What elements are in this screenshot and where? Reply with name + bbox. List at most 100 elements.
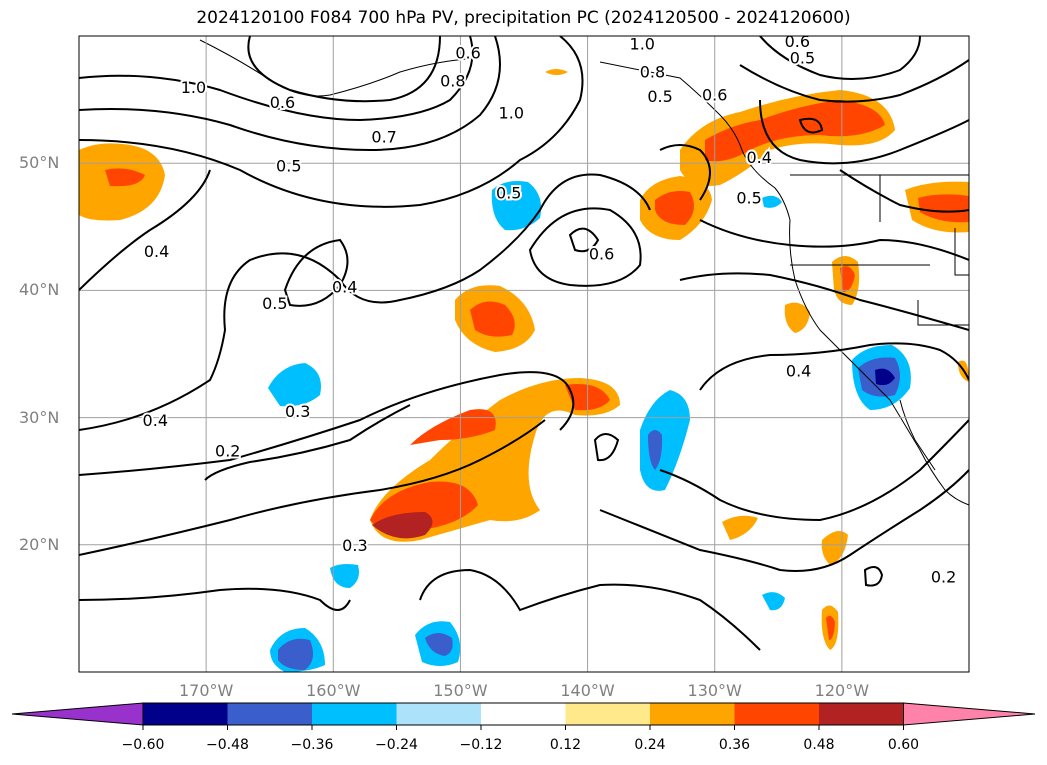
- contour-label: 0.8: [440, 72, 465, 91]
- contour-label: 1.0: [499, 103, 524, 122]
- contour-label: 0.6: [270, 93, 295, 112]
- lat-tick-label: 40°N: [19, 280, 60, 300]
- precip-shading: [79, 69, 969, 672]
- colorbar-tick-label: 0.36: [718, 737, 751, 753]
- precip-positive-area: [784, 302, 810, 333]
- precip-negative-area: [640, 390, 690, 491]
- colorbar-segment: [481, 703, 566, 725]
- contour-label: 0.5: [262, 294, 287, 313]
- colorbar-segment: [227, 703, 312, 725]
- contour-labels: 1.0 0.81.00.60.70.50.50.40.40.50.60.40.30…: [141, 32, 959, 589]
- pv-contour: [568, 227, 600, 253]
- pv-contour: [739, 59, 969, 103]
- pv-contour: [79, 371, 575, 476]
- pv-contour: [528, 207, 642, 287]
- colorbar-tick-label: 0.24: [634, 737, 666, 753]
- precip-negative-area: [648, 430, 663, 470]
- precip-positive-area: [655, 191, 694, 225]
- contour-label: 1.0: [181, 78, 206, 97]
- lon-tick-label: 170°W: [178, 681, 234, 700]
- lon-tick-label: 120°W: [814, 681, 870, 700]
- contour-label: 0.4: [786, 362, 811, 381]
- precip-negative-area: [268, 363, 321, 407]
- pv-contour: [659, 419, 969, 522]
- precip-negative-area: [330, 564, 359, 588]
- colorbar-segment: [143, 703, 228, 725]
- precip-positive-area: [918, 194, 969, 223]
- lon-tick-label: 150°W: [433, 681, 488, 700]
- pv-contour: [759, 36, 921, 80]
- colorbar-tick-label: 0.60: [887, 737, 920, 753]
- precip-positive-core: [105, 168, 145, 187]
- lon-tick-label: 130°W: [687, 681, 742, 700]
- pv-contour: [659, 144, 711, 201]
- contour-label: 0.5: [647, 87, 672, 106]
- pv-contour: [79, 36, 474, 122]
- precip-positive-area: [545, 69, 568, 75]
- colorbar-tick-label: −0.60: [121, 737, 165, 753]
- pv-contour: [283, 238, 349, 307]
- contour-label: 0.5: [276, 157, 301, 176]
- coastline-alaska: [199, 39, 481, 97]
- precip-negative-area: [762, 592, 785, 611]
- pv-contour: [79, 36, 584, 208]
- pv-contour: [699, 342, 969, 391]
- pv-contour: [863, 565, 884, 587]
- colorbar-segment: [312, 703, 397, 725]
- precip-negative-area: [278, 638, 314, 670]
- contour-label: 0.2: [931, 568, 956, 587]
- pv-contour: [599, 469, 969, 572]
- contour-label: 0.6: [455, 44, 480, 63]
- colorbar: [11, 702, 1036, 730]
- pv-contour: [759, 99, 969, 165]
- precip-negative-area: [762, 195, 782, 208]
- graticule: [79, 36, 969, 672]
- pv-contour: [247, 36, 441, 103]
- plot-frame: [78, 35, 970, 673]
- pv-contour: [679, 272, 969, 331]
- contour-label: 0.5: [736, 189, 761, 208]
- contour-label: 0.4: [143, 411, 168, 430]
- lon-tick-label: 160°W: [306, 681, 361, 700]
- precip-negative-area: [425, 633, 453, 656]
- lon-tick-label: 140°W: [560, 681, 615, 700]
- colorbar-tick-label: −0.12: [459, 737, 503, 753]
- contour-label: 0.6: [785, 32, 810, 51]
- colorbar-extend-min: [11, 702, 144, 726]
- lat-tick-label: 50°N: [19, 153, 60, 173]
- colorbar-segment: [396, 703, 481, 725]
- colorbar-tick-label: −0.24: [375, 737, 418, 753]
- contour-label: 0.4: [332, 278, 357, 297]
- precip-positive-area: [470, 301, 515, 337]
- colorbar-tick-label: −0.48: [206, 737, 249, 753]
- colorbar-segment: [819, 703, 904, 725]
- colorbar-extend-max: [903, 702, 1036, 726]
- precip-positive-area: [500, 502, 540, 519]
- pv-contour: [79, 36, 501, 152]
- precip-positive-area: [826, 615, 835, 640]
- contour-label: 1.0: [630, 35, 655, 54]
- contour-label: 0.8: [640, 63, 665, 82]
- precip-positive-area: [705, 100, 885, 162]
- pv-contour: [419, 568, 761, 651]
- pv-contour: [593, 433, 620, 462]
- contour-label: 0.4: [746, 148, 771, 167]
- colorbar-frame: [142, 702, 904, 726]
- contour-label: 0.7: [371, 127, 396, 146]
- contour-label: 0.6: [589, 245, 614, 264]
- colorbar-tick-label: −0.36: [290, 737, 334, 753]
- colorbar-segment: [565, 703, 650, 725]
- contour-label: 0.6: [702, 86, 727, 105]
- pv-contour: [839, 169, 969, 213]
- pv-contour: [79, 587, 351, 611]
- precip-positive-area: [722, 515, 758, 540]
- lat-tick-label: 20°N: [19, 534, 60, 554]
- precip-negative-area: [875, 368, 895, 386]
- contour-label: 0.3: [342, 536, 367, 555]
- pv-contour: [699, 219, 969, 261]
- contour-label: 0.5: [790, 49, 815, 68]
- pv-contour: [204, 404, 411, 481]
- contour-label: 0.5: [496, 183, 521, 202]
- contour-label: 0.3: [285, 402, 310, 421]
